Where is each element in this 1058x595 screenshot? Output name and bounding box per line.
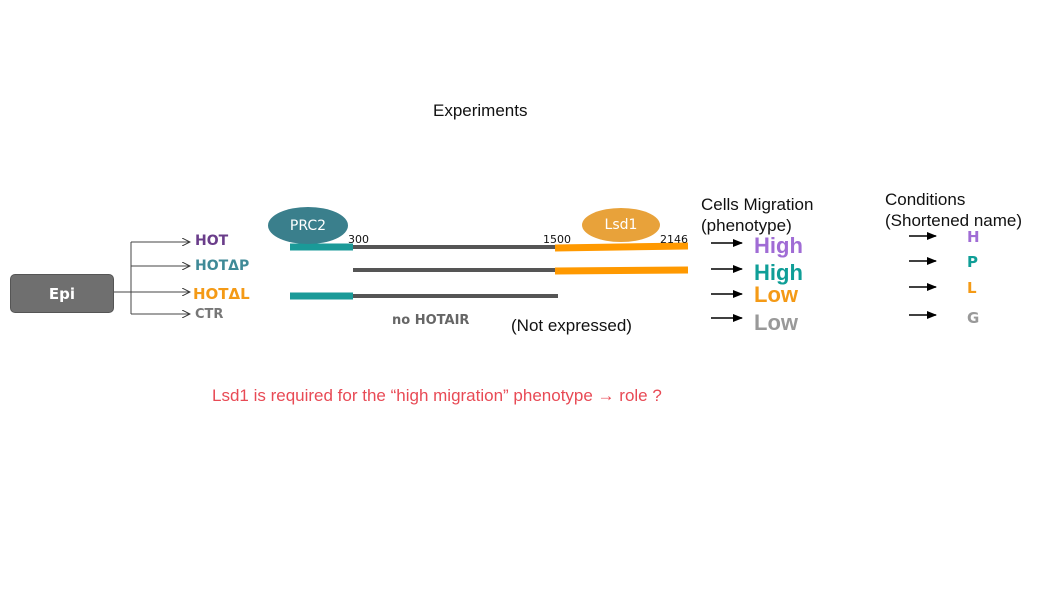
diagram-title: Experiments <box>433 101 528 120</box>
conditions-header: Conditions (Shortened name) <box>885 189 1022 231</box>
hotdp-lsd1-domain <box>554 266 689 275</box>
experiment-label-hot: HOT <box>195 233 229 249</box>
position-2146: 2146 <box>660 233 688 246</box>
conditions-header-line2: (Shortened name) <box>885 211 1023 230</box>
prc2-oval: PRC2 <box>268 207 348 244</box>
condition-value-h: H <box>967 228 980 246</box>
phenotype-value-hotdp: High <box>754 260 803 285</box>
conclusion-note: Lsd1 is required for the “high migration… <box>212 386 662 405</box>
phenotype-header-line1: Cells Migration <box>701 195 814 214</box>
phenotype-value-hot: High <box>754 233 803 258</box>
conditions-header-line1: Conditions <box>885 190 966 209</box>
not-expressed-label: (Not expressed) <box>511 316 632 335</box>
phenotype-header: Cells Migration (phenotype) <box>701 194 813 236</box>
phenotype-value-hotdl: Low <box>754 282 798 307</box>
phenotype-value-ctr: Low <box>754 310 798 335</box>
experiment-label-hotdl: HOTΔL <box>193 285 250 303</box>
no-hotair-label: no HOTAIR <box>392 313 470 328</box>
condition-value-g: G <box>967 309 980 327</box>
position-1500: 1500 <box>543 233 571 246</box>
phenotype-header-line2: (phenotype) <box>701 216 792 235</box>
epi-box: Epi <box>10 274 114 313</box>
position-300: 300 <box>348 233 369 246</box>
hot-lsd1-domain <box>554 242 689 252</box>
condition-value-p: P <box>967 253 978 271</box>
experiment-label-hotdp: HOTΔP <box>195 258 250 274</box>
experiment-label-ctr: CTR <box>195 307 224 322</box>
lsd1-oval: Lsd1 <box>582 208 660 242</box>
condition-value-l: L <box>967 279 977 297</box>
